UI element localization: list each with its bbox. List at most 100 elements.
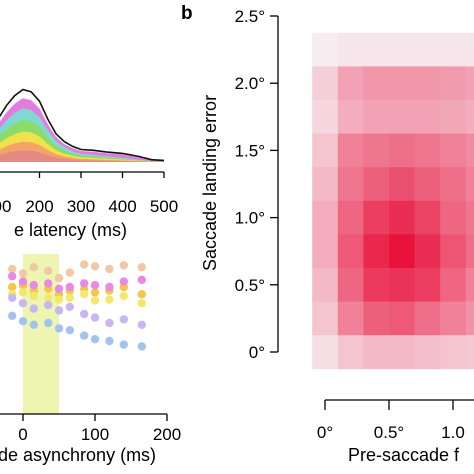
heatmap-cell xyxy=(465,335,474,370)
heatmap-cell xyxy=(337,301,364,336)
scatter-point-s3 xyxy=(90,313,100,322)
scatter-point-s5 xyxy=(80,331,89,340)
heatmap-cell xyxy=(312,100,339,134)
heatmap-cell xyxy=(465,66,474,101)
heatmap-cell xyxy=(440,100,467,134)
heatmap-cell xyxy=(389,167,415,202)
heatmap-cell xyxy=(337,100,364,134)
scatter-point-s4 xyxy=(54,284,64,293)
scatter-point-s2 xyxy=(80,290,89,299)
scatter-point-s3 xyxy=(119,315,128,324)
heatmap-cell xyxy=(363,234,390,269)
heatmap-cell xyxy=(337,268,364,302)
heatmap-cell xyxy=(465,100,474,134)
heatmap-cell xyxy=(465,167,474,202)
heatmap-cell xyxy=(363,301,390,336)
heatmap-cell xyxy=(389,301,415,336)
scatter-point-s1 xyxy=(8,282,17,292)
x-tick-label: 0° xyxy=(317,423,333,442)
scatter-point-s5 xyxy=(137,342,146,351)
x-tick-label: 100 xyxy=(81,425,109,444)
scatter-point-s2 xyxy=(44,293,53,302)
heatmap-cell xyxy=(389,66,415,101)
heatmap-cell xyxy=(440,200,467,235)
scatter-point-s3 xyxy=(105,318,114,328)
heatmap-cell xyxy=(389,234,415,269)
stack-layer-0 xyxy=(0,150,164,162)
y-tick-label: 2.0° xyxy=(235,74,265,93)
scatter-point-s2 xyxy=(105,295,114,304)
heatmap-cell xyxy=(440,66,467,101)
y-tick-label: 0° xyxy=(249,343,265,362)
heatmap-cell xyxy=(312,234,339,269)
scatter-point-s4 xyxy=(29,281,38,290)
scatter-point-s0 xyxy=(105,264,114,274)
scatter-point-s2 xyxy=(29,291,38,301)
heatmap-cell xyxy=(414,234,441,269)
scatter-point-s5 xyxy=(65,326,75,335)
x-tick-label: 1.0 xyxy=(441,423,465,442)
scatter-point-s5 xyxy=(105,336,114,346)
x-tick-label: 200 xyxy=(25,197,53,216)
heatmap-cell xyxy=(363,268,390,302)
x-tick-label: 0.5° xyxy=(374,423,404,442)
heatmap-cell xyxy=(414,32,441,67)
heatmap-cell xyxy=(440,268,467,302)
scatter-point-s4 xyxy=(105,282,114,292)
scatter-point-s2 xyxy=(18,288,28,297)
heatmap-cell xyxy=(414,133,441,168)
x-axis-label: Pre-saccade f xyxy=(348,445,460,465)
heatmap-cell xyxy=(465,301,474,336)
scatter-point-s2 xyxy=(54,295,64,304)
heatmap-cell xyxy=(363,335,390,370)
heatmap-cell xyxy=(440,167,467,202)
y-tick-label: 1.5° xyxy=(235,141,265,160)
heatmap-cell xyxy=(389,133,415,168)
heatmap-cell xyxy=(414,268,441,302)
scatter-point-s5 xyxy=(54,324,64,333)
scatter-point-s4 xyxy=(90,281,100,290)
heatmap-cell xyxy=(414,100,441,134)
scatter-point-s5 xyxy=(18,317,28,326)
scatter-point-s3 xyxy=(137,320,146,329)
heatmap-cell xyxy=(440,335,467,370)
envelope-line xyxy=(0,88,165,162)
scatter-point-s0 xyxy=(29,263,38,272)
scatter-point-s5 xyxy=(29,320,38,329)
heatmap-cell xyxy=(337,335,364,370)
heatmap-cell xyxy=(337,66,364,101)
heatmap-cell xyxy=(465,133,474,168)
scatter-point-s3 xyxy=(65,302,75,311)
scatter-point-s5 xyxy=(8,311,17,320)
scatter-point-s1 xyxy=(90,288,100,297)
highlight-band xyxy=(23,254,59,414)
scatter-point-s4 xyxy=(119,277,128,286)
heatmap-cell xyxy=(312,167,339,202)
scatter-point-s5 xyxy=(90,335,100,344)
scatter-point-s2 xyxy=(65,293,75,302)
x-tick-label: 200 xyxy=(153,425,181,444)
x-axis-label: e latency (ms) xyxy=(14,220,127,240)
scatter-point-s5 xyxy=(119,340,128,349)
x-tick-label: 500 xyxy=(150,197,178,216)
heatmap-cell xyxy=(414,167,441,202)
heatmap-cell xyxy=(440,301,467,336)
heatmap-cell xyxy=(312,66,339,101)
scatter-point-s3 xyxy=(80,309,89,319)
heatmap-cell xyxy=(414,200,441,235)
heatmap-cell xyxy=(337,200,364,235)
scatter-point-s4 xyxy=(18,277,28,286)
scatter-point-s2 xyxy=(119,291,128,301)
y-axis-label: Saccade landing error xyxy=(200,95,220,271)
heatmap-cell xyxy=(440,133,467,168)
heatmap-cell xyxy=(389,200,415,235)
heatmap-cell xyxy=(414,301,441,336)
heatmap-cell xyxy=(363,66,390,101)
heatmap-cell xyxy=(440,234,467,269)
scatter-point-s2 xyxy=(137,299,146,308)
scatter-point-s4 xyxy=(137,275,146,284)
heatmap-cell xyxy=(465,32,474,67)
heatmap-cell xyxy=(440,32,467,67)
heatmap-cell xyxy=(312,32,339,67)
heatmap-cell xyxy=(363,133,390,168)
